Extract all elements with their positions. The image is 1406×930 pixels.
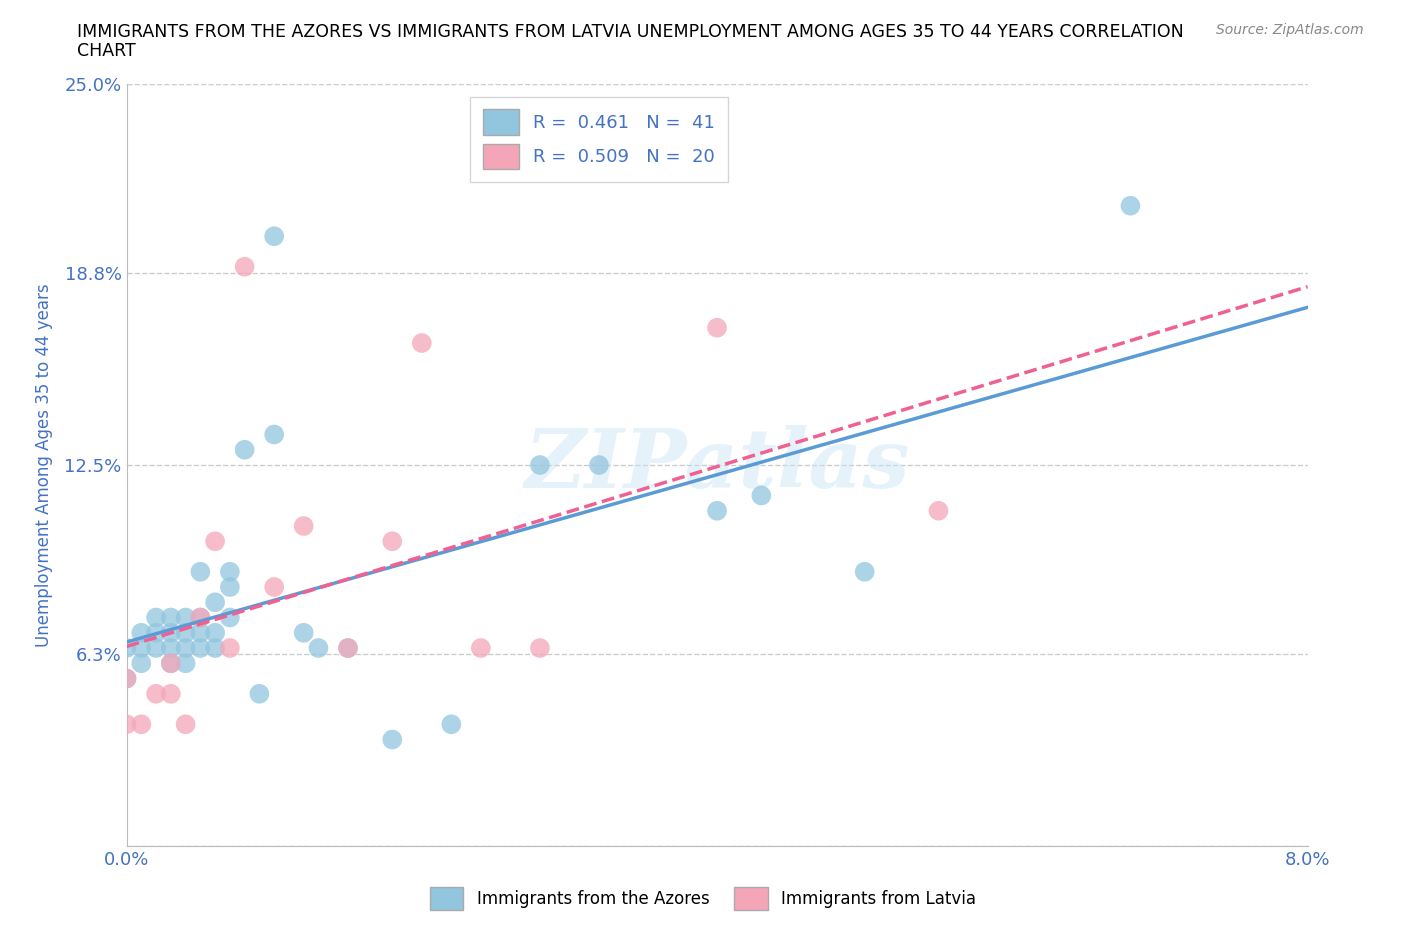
Point [529,458,551,472]
Point [174,717,197,732]
Legend: Immigrants from the Azores, Immigrants from Latvia: Immigrants from the Azores, Immigrants f… [423,880,983,917]
Point [219,610,242,625]
Point [337,641,360,656]
Point [145,686,167,701]
Point [115,671,138,686]
Point [381,732,404,747]
Text: Source: ZipAtlas.com: Source: ZipAtlas.com [1216,23,1364,37]
Point [529,641,551,656]
Point [706,320,728,335]
Point [145,641,167,656]
Point [204,595,226,610]
Point [588,458,610,472]
Point [853,565,876,579]
Point [204,625,226,640]
Point [263,427,285,442]
Point [115,717,138,732]
Point [337,641,360,656]
Point [174,610,197,625]
Point [160,656,183,671]
Point [174,656,197,671]
Point [129,641,153,656]
Point [188,565,212,579]
Point [188,641,212,656]
Point [381,534,404,549]
Point [263,229,285,244]
Point [160,641,183,656]
Point [307,641,329,656]
Point [204,534,226,549]
Point [706,503,728,518]
Point [115,641,138,656]
Point [1119,198,1142,213]
Point [129,656,153,671]
Text: IMMIGRANTS FROM THE AZORES VS IMMIGRANTS FROM LATVIA UNEMPLOYMENT AMONG AGES 35 : IMMIGRANTS FROM THE AZORES VS IMMIGRANTS… [77,23,1184,41]
Point [188,625,212,640]
Point [233,443,256,458]
Point [470,641,492,656]
Point [751,488,773,503]
Point [249,686,271,701]
Point [145,610,167,625]
Point [145,625,167,640]
Point [115,671,138,686]
Point [292,625,315,640]
Point [292,519,315,534]
Legend: R =  0.461   N =  41, R =  0.509   N =  20: R = 0.461 N = 41, R = 0.509 N = 20 [470,97,728,182]
Point [129,625,153,640]
Point [411,336,433,351]
Point [160,610,183,625]
Point [219,579,242,594]
Point [174,641,197,656]
Point [129,717,153,732]
Point [219,641,242,656]
Point [160,656,183,671]
Point [160,686,183,701]
Point [219,565,242,579]
Point [263,579,285,594]
Text: CHART: CHART [77,42,136,60]
Point [188,610,212,625]
Point [233,259,256,274]
Point [174,625,197,640]
Point [440,717,463,732]
Point [928,503,950,518]
Text: ZIPatlas: ZIPatlas [524,425,910,505]
Point [160,625,183,640]
Point [188,610,212,625]
Point [204,641,226,656]
Y-axis label: Unemployment Among Ages 35 to 44 years: Unemployment Among Ages 35 to 44 years [35,284,53,646]
